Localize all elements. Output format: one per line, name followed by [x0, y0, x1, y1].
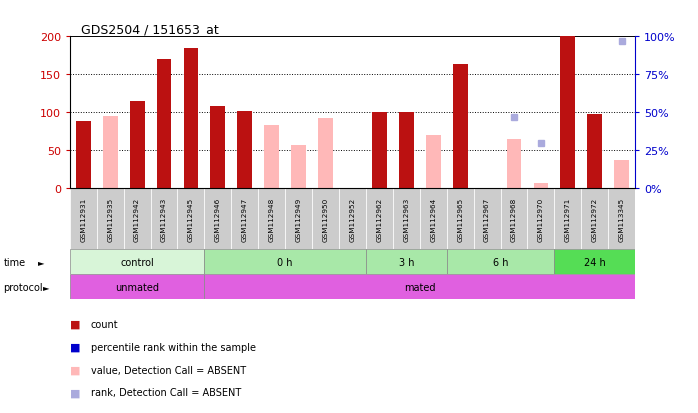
Bar [265, 126, 279, 189]
Text: GSM112946: GSM112946 [215, 197, 221, 242]
Bar [103, 117, 117, 189]
Bar [76, 122, 91, 189]
Bar [205, 275, 635, 299]
Text: time: time [3, 257, 26, 267]
Bar [372, 113, 387, 189]
Bar [399, 113, 414, 189]
Text: GSM112942: GSM112942 [134, 197, 140, 242]
Bar [97, 189, 124, 250]
Text: 6 h: 6 h [493, 257, 508, 267]
Text: 24 h: 24 h [584, 257, 606, 267]
Bar [588, 114, 602, 189]
Bar [366, 189, 393, 250]
Bar [312, 189, 339, 250]
Bar [474, 189, 500, 250]
Text: mated: mated [404, 282, 436, 292]
Bar [339, 189, 366, 250]
Text: GSM112945: GSM112945 [188, 197, 194, 242]
Text: ■: ■ [70, 319, 80, 329]
Text: protocol: protocol [3, 282, 43, 292]
Text: value, Detection Call = ABSENT: value, Detection Call = ABSENT [91, 365, 246, 375]
Bar [130, 102, 144, 189]
Bar [560, 37, 575, 189]
Bar [291, 146, 306, 189]
Bar [419, 189, 447, 250]
Bar [366, 250, 447, 275]
Bar [205, 250, 366, 275]
Text: 3 h: 3 h [399, 257, 414, 267]
Bar [156, 60, 172, 189]
Bar [554, 250, 635, 275]
Text: percentile rank within the sample: percentile rank within the sample [91, 342, 255, 352]
Text: ►: ► [38, 258, 44, 267]
Bar [124, 189, 151, 250]
Bar [70, 275, 205, 299]
Bar [554, 189, 581, 250]
Text: GSM112968: GSM112968 [511, 197, 517, 242]
Text: GSM113345: GSM113345 [618, 197, 625, 242]
Bar [70, 250, 205, 275]
Bar [285, 189, 312, 250]
Bar [528, 189, 554, 250]
Bar [184, 49, 198, 189]
Bar [237, 112, 252, 189]
Bar [453, 65, 468, 189]
Text: control: control [120, 257, 154, 267]
Bar [70, 189, 97, 250]
Text: GSM112972: GSM112972 [592, 197, 597, 242]
Bar [177, 189, 205, 250]
Text: GSM112964: GSM112964 [430, 197, 436, 242]
Bar [151, 189, 177, 250]
Text: count: count [91, 319, 119, 329]
Text: GSM112971: GSM112971 [565, 197, 571, 242]
Bar [258, 189, 285, 250]
Text: unmated: unmated [115, 282, 159, 292]
Text: GSM112967: GSM112967 [484, 197, 490, 242]
Bar [447, 189, 474, 250]
Text: GSM112949: GSM112949 [296, 197, 302, 242]
Text: rank, Detection Call = ABSENT: rank, Detection Call = ABSENT [91, 387, 241, 397]
Text: GSM112950: GSM112950 [322, 197, 329, 242]
Text: ■: ■ [70, 365, 80, 375]
Bar [393, 189, 419, 250]
Bar [426, 136, 440, 189]
Text: 0 h: 0 h [277, 257, 293, 267]
Bar [447, 250, 554, 275]
Bar [211, 107, 225, 189]
Text: ►: ► [43, 282, 49, 292]
Text: GSM112931: GSM112931 [80, 197, 87, 242]
Text: ■: ■ [70, 342, 80, 352]
Text: GSM112948: GSM112948 [269, 197, 275, 242]
Text: GSM112962: GSM112962 [376, 197, 383, 242]
Text: GSM112952: GSM112952 [350, 197, 355, 242]
Text: GSM112965: GSM112965 [457, 197, 463, 242]
Bar [205, 189, 231, 250]
Bar [318, 119, 333, 189]
Bar [231, 189, 258, 250]
Text: GDS2504 / 151653_at: GDS2504 / 151653_at [81, 23, 219, 36]
Text: ■: ■ [70, 387, 80, 397]
Bar [500, 189, 528, 250]
Bar [608, 189, 635, 250]
Bar [581, 189, 608, 250]
Bar [533, 184, 549, 189]
Text: GSM112963: GSM112963 [403, 197, 409, 242]
Text: GSM112943: GSM112943 [161, 197, 167, 242]
Text: GSM112970: GSM112970 [538, 197, 544, 242]
Bar [507, 140, 521, 189]
Text: GSM112947: GSM112947 [242, 197, 248, 242]
Bar [614, 160, 629, 189]
Text: GSM112935: GSM112935 [107, 197, 113, 242]
